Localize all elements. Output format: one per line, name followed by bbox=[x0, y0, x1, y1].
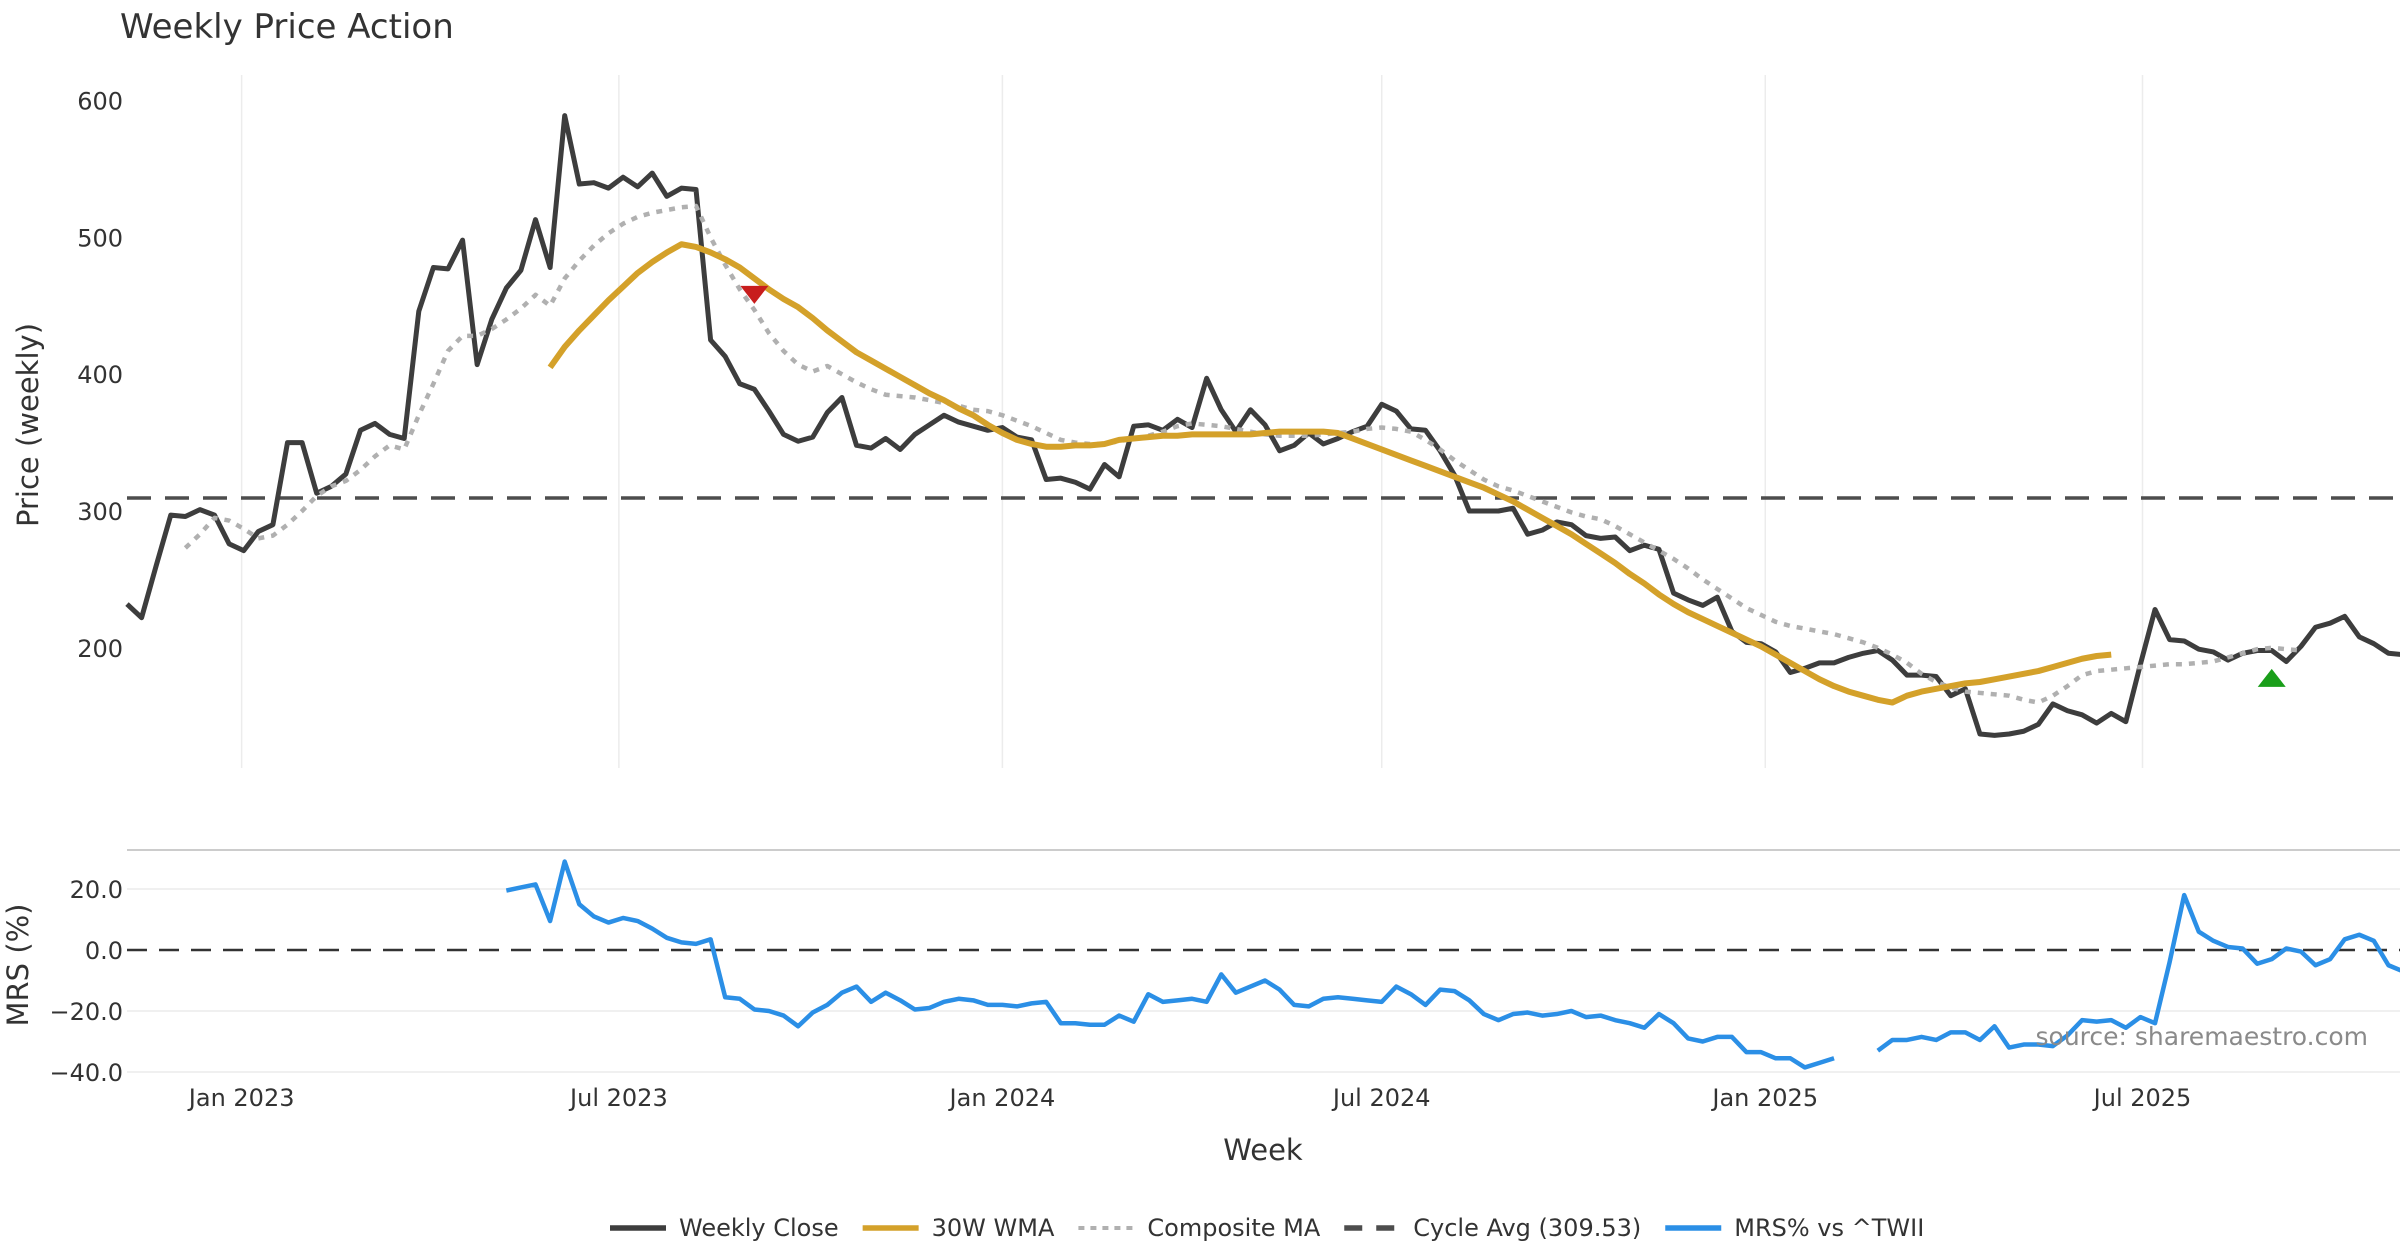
x-axis-ticks: Jan 2023 Jul 2023 Jan 2024 Jul 2024 Jan 2025… bbox=[187, 1084, 2192, 1112]
mrs-series bbox=[505, 859, 2400, 1070]
mrs-line-segment bbox=[1876, 892, 2400, 1053]
price-y-tick: 600 bbox=[77, 88, 123, 116]
x-tick-label: Jul 2025 bbox=[2092, 1084, 2192, 1112]
buy-signal-marker bbox=[2257, 668, 2286, 687]
mrs-gridlines bbox=[127, 888, 2400, 1073]
x-tick-label: Jan 2023 bbox=[187, 1084, 295, 1112]
price-gridlines bbox=[240, 75, 2144, 768]
mrs-line-segment bbox=[505, 859, 1835, 1070]
price-y-tick: 300 bbox=[77, 498, 123, 526]
legend-label: MRS% vs ^TWII bbox=[1734, 1214, 1924, 1242]
x-tick-label: Jul 2024 bbox=[1331, 1084, 1431, 1112]
legend-label: 30W WMA bbox=[932, 1214, 1055, 1242]
price-y-tick: 200 bbox=[77, 635, 123, 663]
mrs-y-tick: −40.0 bbox=[49, 1059, 123, 1087]
mrs-y-tick: 20.0 bbox=[70, 876, 123, 904]
x-tick-label: Jan 2025 bbox=[1710, 1084, 1818, 1112]
price-y-ticks: 200 300 400 500 600 bbox=[77, 88, 123, 663]
sell-signal-marker bbox=[740, 285, 769, 304]
price-y-tick: 400 bbox=[77, 361, 123, 389]
legend: Weekly Close 30W WMA Composite MA Cycle Avg… bbox=[610, 1214, 1924, 1242]
legend-label: Weekly Close bbox=[679, 1214, 839, 1242]
legend-item: MRS% vs ^TWII bbox=[1665, 1214, 1924, 1242]
x-axis-label: Week bbox=[1223, 1133, 1303, 1167]
mrs-y-axis-label: MRS (%) bbox=[1, 904, 35, 1027]
signal-markers bbox=[740, 285, 2286, 687]
mrs-y-tick: 0.0 bbox=[85, 937, 123, 965]
mrs-y-ticks: −40.0 −20.0 0.0 20.0 bbox=[49, 876, 123, 1087]
x-tick-label: Jan 2024 bbox=[948, 1084, 1056, 1112]
mrs-y-tick: −20.0 bbox=[49, 998, 123, 1026]
legend-item: Weekly Close bbox=[610, 1214, 839, 1242]
wma-30w-line bbox=[547, 241, 2112, 706]
weekly-close-line bbox=[125, 113, 2400, 738]
legend-label: Cycle Avg (309.53) bbox=[1413, 1214, 1641, 1242]
legend-label: Composite MA bbox=[1147, 1214, 1320, 1242]
source-annotation: source: sharemaestro.com bbox=[2036, 1022, 2369, 1051]
chart-title: Weekly Price Action bbox=[120, 7, 454, 47]
x-tick-label: Jul 2023 bbox=[568, 1084, 668, 1112]
legend-item: 30W WMA bbox=[862, 1214, 1055, 1242]
legend-item: Cycle Avg (309.53) bbox=[1344, 1214, 1641, 1242]
price-y-axis-label: Price (weekly) bbox=[11, 323, 45, 527]
composite-ma-line bbox=[183, 203, 2302, 705]
legend-item: Composite MA bbox=[1078, 1214, 1321, 1242]
price-y-tick: 500 bbox=[77, 224, 123, 252]
price-series bbox=[125, 113, 2400, 738]
